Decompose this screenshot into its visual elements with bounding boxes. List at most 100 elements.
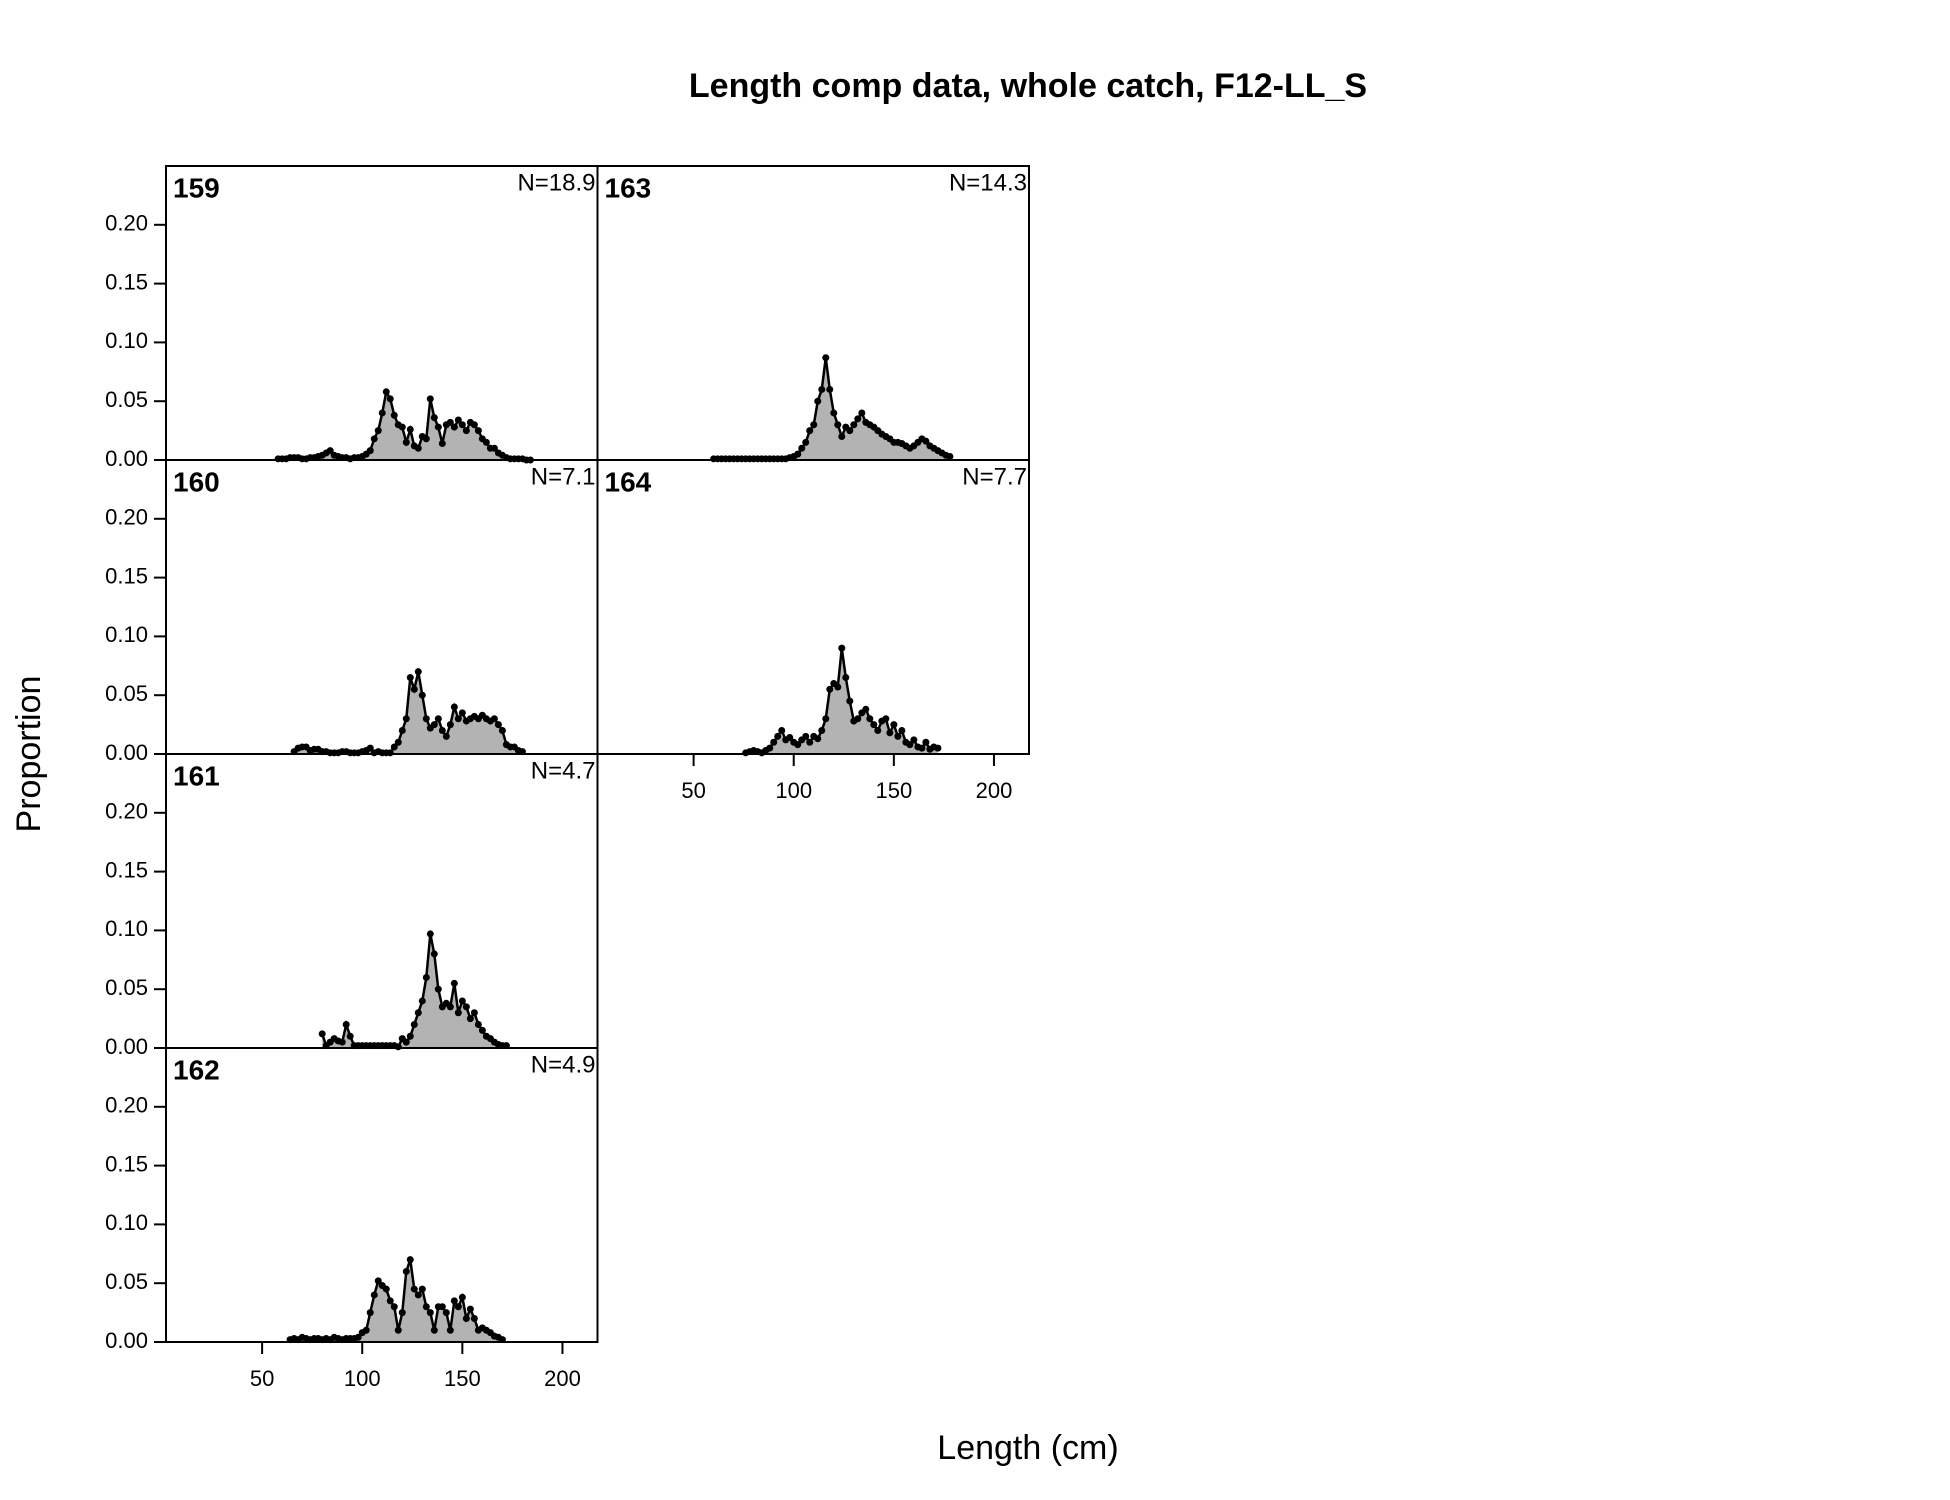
y-tick-label: 0.15: [105, 1151, 148, 1176]
panel-frame: [165, 1047, 599, 1343]
panel-annotation: N=7.7: [962, 463, 1027, 490]
point: [822, 715, 830, 723]
point: [882, 715, 890, 723]
point: [422, 1303, 430, 1311]
point: [402, 1267, 410, 1275]
point: [450, 423, 458, 431]
point: [918, 744, 926, 752]
panel-annotation: N=14.3: [949, 169, 1027, 196]
point: [490, 444, 498, 452]
x-tick-label: 200: [976, 778, 1013, 803]
panel-frame: [165, 753, 599, 1049]
point: [426, 1309, 434, 1317]
y-tick-label: 0.05: [105, 975, 148, 1000]
point: [438, 726, 446, 734]
point: [786, 734, 794, 742]
area-fill: [294, 671, 523, 754]
point: [458, 421, 466, 429]
area-fill: [745, 648, 938, 754]
panel-annotation: N=4.7: [531, 757, 596, 784]
point: [458, 997, 466, 1005]
point: [450, 1297, 458, 1305]
point: [394, 1326, 402, 1334]
point: [810, 421, 818, 429]
point: [946, 452, 954, 460]
point: [402, 438, 410, 446]
point: [462, 1003, 470, 1011]
point: [378, 409, 386, 417]
point: [430, 721, 438, 729]
point: [346, 1032, 354, 1040]
point: [446, 1003, 454, 1011]
point: [366, 1309, 374, 1317]
panel-frame: [596, 459, 1030, 755]
point: [366, 744, 374, 752]
y-tick-label: 0.20: [105, 211, 148, 236]
point: [866, 715, 874, 723]
x-tick-label: 100: [344, 1366, 381, 1391]
point: [366, 447, 374, 455]
point: [770, 738, 778, 746]
point: [474, 1020, 482, 1028]
point: [434, 423, 442, 431]
y-tick-label: 0.10: [105, 328, 148, 353]
point: [898, 726, 906, 734]
panel-title: 159: [173, 172, 220, 203]
point: [406, 674, 414, 682]
point: [402, 1038, 410, 1046]
point: [806, 427, 814, 435]
point: [454, 715, 462, 723]
y-tick-label: 0.20: [105, 799, 148, 824]
panel-title: 161: [173, 760, 220, 791]
panel-annotation: N=18.9: [517, 169, 595, 196]
point: [802, 438, 810, 446]
point: [370, 435, 378, 443]
point: [910, 736, 918, 744]
point: [490, 715, 498, 723]
point: [402, 715, 410, 723]
point: [450, 979, 458, 987]
point: [390, 1303, 398, 1311]
point: [462, 1314, 470, 1322]
point: [822, 354, 830, 362]
point: [442, 1309, 450, 1317]
y-tick-label: 0.20: [105, 505, 148, 530]
point: [410, 1285, 418, 1293]
point: [390, 411, 398, 419]
point: [854, 715, 862, 723]
point: [890, 721, 898, 729]
area-fill: [322, 933, 507, 1048]
panel-title: 160: [173, 466, 220, 497]
point: [422, 715, 430, 723]
point: [458, 709, 466, 717]
point: [862, 705, 870, 713]
panel-frame: [165, 459, 599, 755]
panel-title: 164: [605, 466, 652, 497]
point: [370, 1291, 378, 1299]
point: [398, 726, 406, 734]
x-tick-label: 100: [775, 778, 812, 803]
point: [326, 447, 334, 455]
point: [438, 440, 446, 448]
point: [830, 409, 838, 417]
point: [442, 732, 450, 740]
point: [398, 423, 406, 431]
point: [474, 427, 482, 435]
point: [826, 385, 834, 393]
point: [450, 703, 458, 711]
point: [934, 744, 942, 752]
point: [398, 1309, 406, 1317]
point: [318, 1030, 326, 1038]
y-tick-label: 0.00: [105, 1328, 148, 1353]
y-tick-label: 0.10: [105, 1210, 148, 1235]
x-tick-label: 50: [681, 778, 705, 803]
point: [922, 437, 930, 445]
point: [418, 997, 426, 1005]
point: [438, 1303, 446, 1311]
point: [466, 1015, 474, 1023]
point: [414, 1009, 422, 1017]
y-tick-label: 0.10: [105, 622, 148, 647]
point: [458, 1293, 466, 1301]
point: [338, 1038, 346, 1046]
